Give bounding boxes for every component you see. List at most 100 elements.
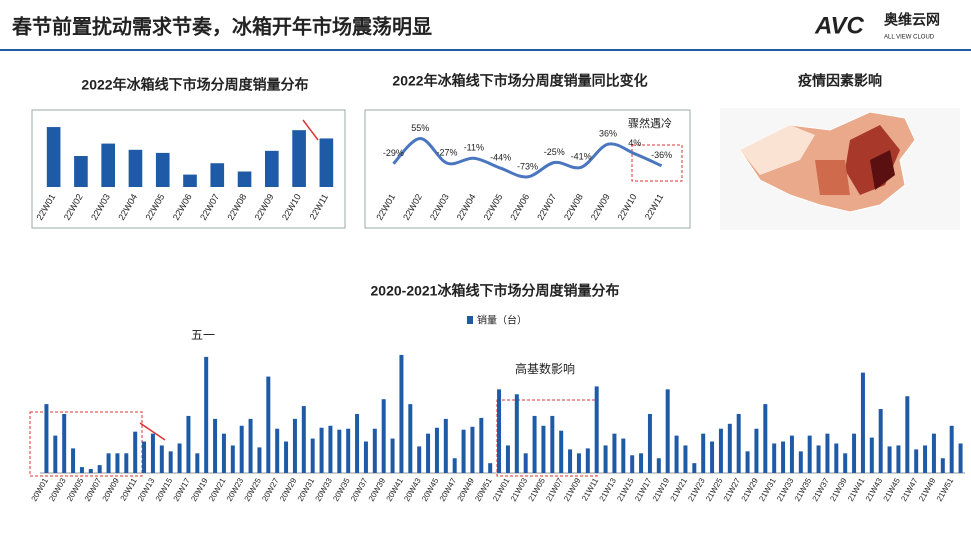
bar xyxy=(155,152,170,187)
bar xyxy=(168,451,173,473)
bar xyxy=(106,453,111,473)
chart1-frame xyxy=(31,109,346,229)
bar xyxy=(265,150,279,187)
bar xyxy=(159,445,164,473)
bar xyxy=(210,163,225,187)
bar xyxy=(319,427,324,473)
bar xyxy=(88,469,93,473)
bar xyxy=(133,431,138,473)
bar xyxy=(284,441,289,473)
legend-swatch xyxy=(467,316,473,324)
bar xyxy=(355,413,360,473)
bar xyxy=(115,453,120,473)
chart-title: 2022年冰箱线下市场分周度销量同比变化 xyxy=(392,73,647,89)
bar xyxy=(825,433,830,473)
bar xyxy=(461,429,466,473)
map xyxy=(720,108,960,230)
bar xyxy=(727,423,732,473)
bar xyxy=(204,356,209,473)
data-label: -25% xyxy=(544,147,565,157)
bar xyxy=(346,428,351,473)
bar xyxy=(408,404,413,473)
data-label: 55% xyxy=(411,123,429,133)
map-region xyxy=(870,150,895,190)
bar xyxy=(763,404,768,473)
bar xyxy=(781,441,786,473)
bar xyxy=(390,438,395,473)
bar xyxy=(789,435,794,473)
bar xyxy=(443,418,448,473)
bar xyxy=(656,458,661,473)
chart-title: 2022年冰箱线下市场分周度销量分布 xyxy=(81,77,308,93)
bar xyxy=(426,433,431,473)
bar xyxy=(337,429,342,473)
bar xyxy=(887,446,892,473)
data-label: 4% xyxy=(628,138,641,148)
bar xyxy=(576,453,581,473)
bar xyxy=(53,435,58,473)
data-label: -44% xyxy=(490,153,511,163)
bar xyxy=(186,415,191,473)
bar xyxy=(363,441,368,473)
bar xyxy=(452,458,457,473)
bar xyxy=(372,428,377,473)
logo-en: ALL VIEW CLOUD xyxy=(884,35,935,41)
bar xyxy=(275,428,280,473)
bar xyxy=(754,428,759,473)
bar xyxy=(896,445,901,473)
bar xyxy=(292,130,306,187)
bar xyxy=(417,446,422,473)
bar xyxy=(923,445,928,473)
bar xyxy=(701,433,706,473)
bar xyxy=(319,138,334,187)
annotation: 高基数影响 xyxy=(515,361,575,376)
bar xyxy=(79,467,84,473)
data-label: -73% xyxy=(517,161,538,171)
map-region xyxy=(740,125,815,175)
bar xyxy=(257,447,262,473)
slide-title: 春节前置扰动需求节奏，冰箱开年市场震荡明显 xyxy=(11,14,432,38)
bar xyxy=(843,453,848,473)
bar xyxy=(221,433,226,473)
bar xyxy=(736,413,741,473)
bar xyxy=(852,433,857,473)
legend-label: 销量（台） xyxy=(477,314,527,327)
bar xyxy=(621,438,626,473)
data-label: -11% xyxy=(464,143,484,153)
bar xyxy=(71,448,76,473)
highlight-box xyxy=(631,144,683,182)
bar xyxy=(718,428,723,473)
arrow xyxy=(302,119,319,141)
bar xyxy=(479,417,484,473)
logo-cn: 奥维云网 xyxy=(884,12,940,28)
bar xyxy=(183,174,197,187)
chart2-frame xyxy=(364,109,691,229)
bar xyxy=(101,143,115,187)
bar xyxy=(292,418,297,473)
annotation: 骤然遇冷 xyxy=(628,116,672,130)
data-label: -27% xyxy=(437,147,458,157)
highlight-box xyxy=(29,411,143,477)
bar xyxy=(745,451,750,473)
data-label: -41% xyxy=(571,152,592,162)
line xyxy=(392,136,663,179)
bar xyxy=(958,443,963,473)
data-label: -36% xyxy=(651,150,672,160)
arrow xyxy=(139,422,166,441)
bar xyxy=(603,445,608,473)
bar xyxy=(532,415,537,473)
bar xyxy=(674,435,679,473)
bar xyxy=(869,437,874,473)
bar xyxy=(612,433,617,473)
bar xyxy=(639,453,644,473)
bar xyxy=(523,453,528,473)
logo: AVC xyxy=(814,12,865,39)
bar xyxy=(328,425,333,473)
bar xyxy=(559,430,564,473)
bar xyxy=(550,415,555,473)
bar xyxy=(514,394,519,473)
bar xyxy=(434,427,439,473)
data-label: 36% xyxy=(599,129,617,139)
bar xyxy=(399,354,404,473)
